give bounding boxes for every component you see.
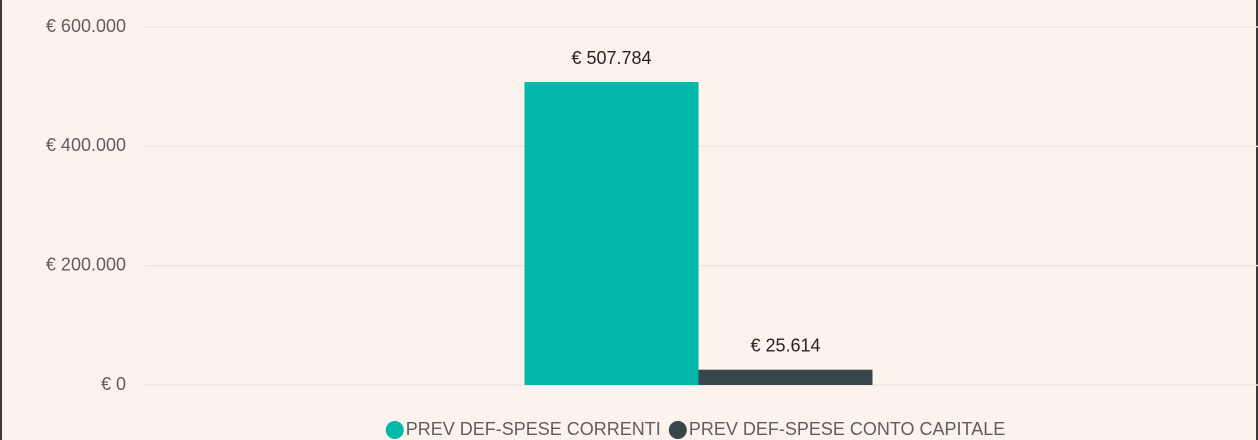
y-tick-label: € 0 <box>101 374 126 394</box>
y-tick-label: € 200.000 <box>46 254 126 274</box>
bar <box>698 369 873 385</box>
data-label: € 507.784 <box>571 48 651 68</box>
legend-marker <box>385 421 404 439</box>
legend-label: PREV DEF-SPESE CONTO CAPITALE <box>689 419 1005 439</box>
data-label: € 25.614 <box>750 335 820 355</box>
y-tick-label: € 600.000 <box>46 16 126 36</box>
bar <box>524 82 699 385</box>
y-tick-label: € 400.000 <box>46 135 126 155</box>
legend-label: PREV DEF-SPESE CORRENTI <box>406 419 661 439</box>
legend-marker <box>668 421 687 439</box>
